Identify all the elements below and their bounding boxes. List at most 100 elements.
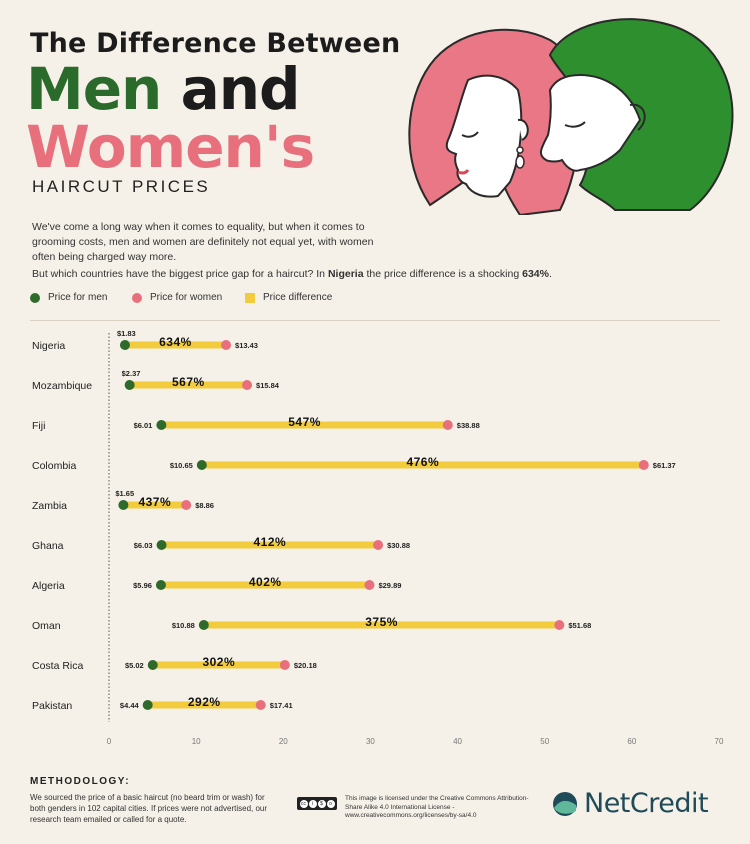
x-tick-label: 0 [107, 737, 112, 746]
difference-label: 402% [249, 575, 282, 589]
men-price-label: $10.88 [172, 621, 195, 630]
women-price-dot [638, 460, 649, 470]
country-label: Ghana [32, 540, 64, 552]
country-label: Zambia [32, 500, 67, 512]
difference-label: 567% [172, 375, 205, 389]
legend-men-dot-icon [30, 292, 40, 303]
title-men: Men [26, 55, 162, 123]
women-price-label: $8.86 [195, 501, 214, 510]
men-price-dot [198, 620, 209, 630]
country-label: Mozambique [32, 380, 92, 392]
legend-men: Price for men [30, 292, 107, 303]
section-divider [30, 320, 720, 321]
men-price-label: $6.03 [134, 541, 153, 550]
intro-value: 634% [522, 268, 549, 280]
women-price-label: $30.88 [387, 541, 410, 550]
legend-men-label: Price for men [48, 292, 108, 303]
difference-label: 547% [288, 415, 321, 429]
men-price-dot [147, 660, 158, 670]
difference-bar [161, 541, 379, 549]
intro-question-lead: But which countries have the biggest pri… [32, 268, 328, 280]
men-price-dot [196, 460, 207, 470]
men-price-label: $1.65 [115, 489, 134, 498]
country-label: Costa Rica [32, 660, 84, 672]
men-price-label: $2.37 [122, 369, 141, 378]
license-text: This image is licensed under the Creativ… [345, 795, 529, 819]
x-tick-label: 20 [279, 737, 288, 746]
creative-commons-icon: cc i $ o [297, 797, 337, 810]
difference-bar [161, 421, 448, 429]
difference-bar [147, 701, 261, 709]
country-label: Fiji [32, 420, 45, 432]
x-tick-label: 60 [627, 737, 636, 746]
intro-question-mid: the price difference is a shocking [363, 268, 523, 280]
country-label: Oman [32, 620, 61, 632]
men-price-label: $4.44 [120, 701, 140, 710]
x-tick-label: 10 [192, 737, 201, 746]
x-tick-label: 30 [366, 737, 375, 746]
couple-illustration [408, 18, 734, 215]
women-price-dot [442, 420, 453, 430]
difference-label: 634% [159, 335, 192, 349]
men-price-label: $5.02 [125, 661, 144, 670]
country-label: Nigeria [32, 340, 65, 352]
difference-bar [123, 501, 187, 509]
men-price-dot [155, 580, 166, 590]
x-tick-label: 40 [453, 737, 462, 746]
title-and: and [180, 55, 301, 123]
women-price-label: $61.37 [653, 461, 676, 470]
methodology-text: We sourced the price of a basic haircut … [30, 793, 268, 824]
women-price-label: $51.68 [568, 621, 591, 630]
difference-bar [129, 381, 248, 389]
men-price-dot [118, 500, 129, 510]
country-label: Algeria [32, 580, 65, 592]
difference-bar [124, 341, 227, 349]
intro-question-end: . [548, 268, 552, 280]
x-tick-label: 50 [540, 737, 549, 746]
difference-label: 375% [365, 615, 398, 629]
women-price-dot [181, 500, 192, 510]
men-price-label: $10.65 [170, 461, 193, 470]
methodology-title: METHODOLOGY: [30, 776, 131, 787]
x-tick-label: 70 [715, 737, 724, 746]
difference-bar [152, 661, 285, 669]
women-price-dot [373, 540, 384, 550]
men-price-dot [119, 340, 130, 350]
men-price-dot [124, 380, 135, 390]
intro-question: But which countries have the biggest pri… [32, 267, 632, 282]
women-price-dot [221, 340, 232, 350]
difference-label: 476% [406, 455, 439, 469]
legend-difference: Price difference [245, 292, 332, 303]
men-price-dot [156, 420, 167, 430]
men-price-label: $6.01 [134, 421, 153, 430]
intro-paragraph: We've come a long way when it comes to e… [32, 221, 374, 263]
women-price-dot [242, 380, 253, 390]
difference-label: 302% [202, 655, 235, 669]
brand-name: NetCredit [584, 788, 709, 819]
dumbbell-chart: 0 10 20 30 40 50 60 70 Nigeria $1.83 $13.43 634% Moz… [32, 329, 724, 746]
title-women: Women's [26, 113, 315, 181]
title-line1: The Difference Between [30, 28, 401, 59]
difference-label: 437% [138, 495, 171, 509]
legend-women-dot-icon [132, 292, 142, 303]
women-price-label: $20.18 [294, 661, 317, 670]
women-price-dot [279, 660, 290, 670]
men-price-dot [142, 700, 153, 710]
netcredit-logo-icon [553, 791, 577, 816]
intro-country: Nigeria [327, 268, 364, 280]
men-price-label: $5.96 [133, 581, 152, 590]
legend-women-label: Price for women [150, 292, 223, 303]
men-price-dot [156, 540, 167, 550]
legend-women: Price for women [132, 292, 222, 303]
women-price-dot [554, 620, 565, 630]
women-price-label: $38.88 [457, 421, 480, 430]
women-price-label: $29.89 [378, 581, 401, 590]
men-price-label: $1.83 [117, 329, 136, 338]
difference-label: 412% [253, 535, 286, 549]
title-men-and: Men and [26, 60, 301, 118]
difference-bar [201, 461, 644, 469]
women-price-label: $17.41 [270, 701, 293, 710]
country-label: Colombia [32, 460, 77, 472]
difference-bar [203, 621, 560, 629]
women-price-dot [364, 580, 375, 590]
